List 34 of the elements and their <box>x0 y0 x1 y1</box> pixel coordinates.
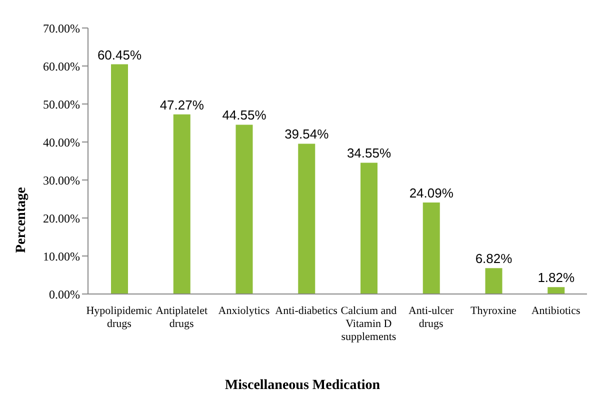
bar <box>298 144 316 294</box>
x-tick-label: Calcium and Vitamin D supplements <box>340 305 398 343</box>
data-label: 34.55% <box>346 146 392 161</box>
y-tick-label: 40.00% <box>43 135 80 150</box>
data-label: 44.55% <box>222 108 267 123</box>
y-tick-label: 20.00% <box>43 211 80 226</box>
y-tick-label: 50.00% <box>43 97 80 112</box>
y-tick-label: 30.00% <box>43 173 80 188</box>
data-label: 39.54% <box>284 126 330 142</box>
y-tick-label: 60.00% <box>43 59 80 74</box>
y-tick-label: 70.00% <box>43 21 80 36</box>
bar <box>360 162 378 294</box>
bar <box>111 64 128 294</box>
bar <box>548 287 565 294</box>
y-axis-title: Percentage <box>14 187 30 253</box>
bar <box>236 124 253 294</box>
data-label: 24.09% <box>409 185 454 200</box>
x-tick-label: Antibiotics <box>531 305 580 317</box>
data-label: 6.82% <box>475 251 513 266</box>
x-tick-label: Thyroxine <box>470 305 516 317</box>
x-tick-label: Anti-diabetics <box>275 305 338 317</box>
bar <box>485 268 502 294</box>
bar <box>422 202 440 294</box>
x-tick-label: Antiplatelet drugs <box>156 305 208 330</box>
x-tick-label: Anxiolytics <box>218 305 270 317</box>
bar <box>173 114 190 294</box>
data-label: 60.45% <box>97 47 142 62</box>
y-tick-label: 10.00% <box>43 249 80 264</box>
x-tick-label: Anti-ulcer drugs <box>408 305 454 330</box>
x-axis-title: Miscellaneous Medication <box>224 378 382 394</box>
data-label: 1.82% <box>538 270 575 286</box>
data-label: 47.27% <box>160 97 204 112</box>
y-tick-label: 0.00% <box>49 287 80 302</box>
x-tick-label: Hypolipidemic drugs <box>86 305 152 330</box>
